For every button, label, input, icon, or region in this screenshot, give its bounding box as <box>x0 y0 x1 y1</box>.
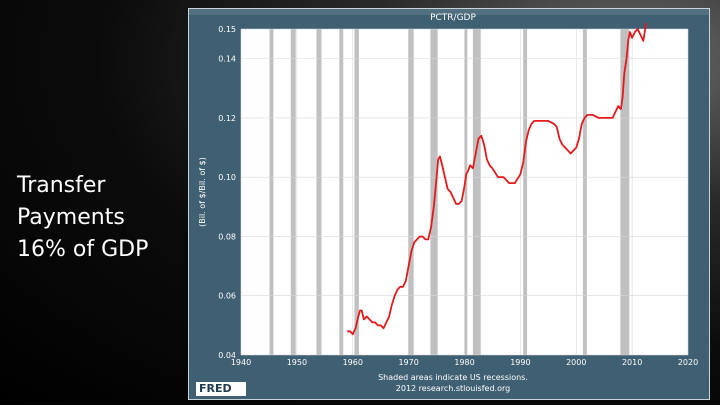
x-tick-label-1: 1950 <box>287 358 307 367</box>
recession-band-9 <box>523 29 528 355</box>
y-tick-label-6: 0.15 <box>218 25 236 34</box>
footnote-source: 2012 research.stlouisfed.org <box>396 384 510 393</box>
recession-band-7 <box>464 29 468 355</box>
series-line <box>347 22 647 336</box>
recession-band-6 <box>430 29 438 355</box>
y-tick-label-4: 0.12 <box>218 114 236 123</box>
y-axis-label: (Bil. of $/Bil. of $) <box>198 157 207 227</box>
y-tick-label-5: 0.14 <box>218 55 236 64</box>
recession-bands <box>269 29 630 355</box>
recession-band-11 <box>620 29 630 355</box>
recession-band-0 <box>269 29 274 355</box>
recession-band-4 <box>354 29 359 355</box>
y-tick-labels: 0.04 0.06 0.08 0.10 0.12 0.14 0.15 <box>218 25 236 360</box>
x-tick-label-7: 2010 <box>622 358 642 367</box>
recession-band-2 <box>316 29 322 355</box>
fred-chart-panel: PCTR/GDP 0.04 0.06 0.08 0.10 0.12 0.14 0.15 19… <box>188 8 710 400</box>
slide-text-line-2: Payments <box>17 205 125 230</box>
x-tick-label-4: 1980 <box>454 358 474 367</box>
chart-title: PCTR/GDP <box>430 13 476 23</box>
x-tick-label-2: 1960 <box>343 358 363 367</box>
fred-logo: FRED <box>196 382 246 396</box>
x-tick-label-6: 2000 <box>566 358 586 367</box>
slide-text-line-3: 16% of GDP <box>17 237 149 262</box>
slide-text-block: Transfer Payments 16% of GDP <box>17 170 187 266</box>
footnote-recessions: Shaded areas indicate US recessions. <box>378 373 528 382</box>
y-tick-label-3: 0.10 <box>218 173 236 182</box>
y-tick-label-0: 0.04 <box>218 351 236 360</box>
y-tick-label-1: 0.06 <box>218 292 236 301</box>
x-tick-label-3: 1970 <box>398 358 418 367</box>
x-tick-label-8: 2020 <box>678 358 698 367</box>
recession-band-3 <box>339 29 344 355</box>
recession-band-1 <box>290 29 296 355</box>
recession-band-5 <box>408 29 414 355</box>
y-tick-label-2: 0.08 <box>218 232 236 241</box>
panel-top-band <box>189 9 709 15</box>
grid-lines <box>240 28 689 356</box>
x-tick-label-0: 1940 <box>231 358 251 367</box>
slide-text-line-1: Transfer <box>17 173 106 198</box>
fred-chart: PCTR/GDP 0.04 0.06 0.08 0.10 0.12 0.14 0.15 19… <box>198 13 698 393</box>
x-tick-labels: 1940 1950 1960 1970 1980 1990 2000 2010 2020 <box>231 358 698 367</box>
recession-band-10 <box>582 29 587 355</box>
x-tick-label-5: 1990 <box>510 358 530 367</box>
recession-band-8 <box>472 29 481 355</box>
